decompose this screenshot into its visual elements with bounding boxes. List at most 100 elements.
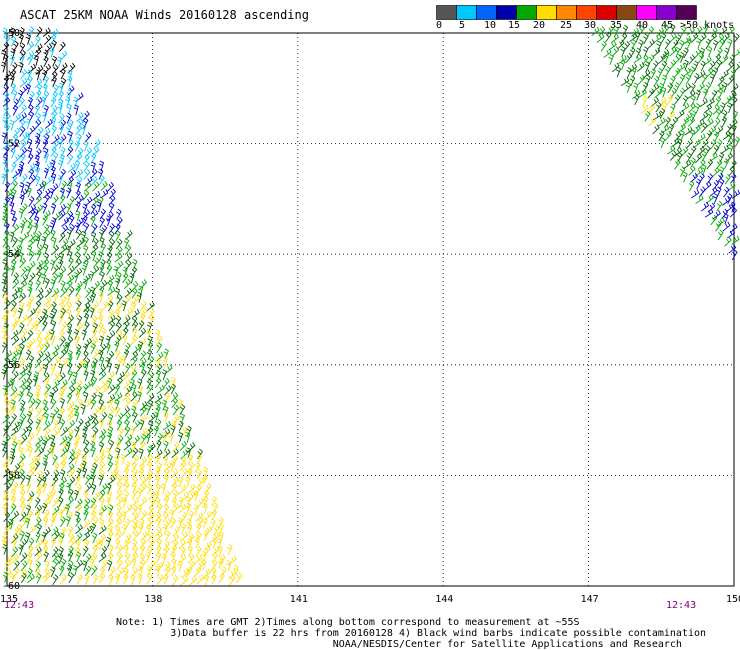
wind-barb	[50, 301, 57, 313]
wind-barb	[27, 391, 34, 403]
wind-barb	[43, 188, 51, 199]
wind-barb	[155, 335, 163, 346]
wind-barb	[163, 495, 170, 507]
wind-barb	[709, 139, 717, 150]
wind-barb	[83, 391, 89, 403]
wind-barb	[35, 567, 41, 579]
wind-barb	[201, 559, 207, 571]
wind-barb	[83, 539, 90, 551]
wind-barb	[122, 315, 131, 325]
wind-barb	[59, 435, 68, 446]
wind-barb	[2, 446, 8, 458]
wind-barb	[75, 201, 81, 213]
wind-barb	[34, 516, 42, 528]
wind-barb	[114, 538, 121, 550]
wind-barb	[10, 147, 16, 159]
wind-barb	[105, 342, 111, 354]
wind-barb	[140, 369, 147, 380]
wind-barb	[727, 25, 735, 36]
wind-barb	[66, 328, 73, 340]
wind-barb	[28, 398, 36, 409]
wind-barb	[153, 411, 159, 423]
wind-barb	[42, 454, 49, 466]
wind-barb	[68, 572, 75, 584]
wind-barb	[75, 152, 83, 163]
wind-barb	[717, 87, 724, 99]
wind-barb	[186, 425, 192, 437]
wind-barb	[76, 133, 82, 145]
wind-barb	[69, 223, 76, 235]
wind-barb	[36, 259, 44, 270]
wind-barb	[1, 532, 8, 544]
wind-barb	[4, 350, 13, 360]
wind-barb	[146, 565, 153, 577]
wind-barb	[139, 476, 147, 487]
wind-barb	[58, 124, 64, 136]
wind-barb	[13, 113, 22, 124]
wind-barb	[26, 568, 33, 579]
wind-barb	[0, 61, 7, 73]
wind-barb	[2, 153, 9, 165]
wind-barb	[116, 552, 123, 563]
wind-barb	[116, 559, 123, 570]
wind-barb	[669, 32, 677, 43]
wind-barb	[27, 75, 33, 87]
wind-barb	[161, 553, 167, 565]
wind-barb	[211, 537, 217, 549]
wind-barb	[106, 559, 113, 571]
wind-barb	[41, 476, 47, 488]
wind-barb	[10, 386, 18, 397]
wind-barb	[44, 133, 50, 145]
wind-barb	[2, 116, 8, 128]
wind-barb	[42, 421, 51, 431]
wind-barb	[114, 287, 121, 299]
wind-barb	[18, 62, 24, 73]
wind-barb	[679, 39, 685, 51]
wind-barb	[122, 272, 129, 284]
wind-barb	[164, 530, 171, 542]
wind-barb	[658, 130, 665, 142]
wind-barb	[139, 400, 148, 411]
wind-barb	[178, 484, 187, 495]
wind-barb	[12, 168, 21, 179]
wind-barb	[99, 236, 105, 248]
wind-barb	[74, 474, 81, 486]
wind-barb	[3, 462, 9, 474]
wind-barb	[19, 140, 27, 151]
wind-barb	[83, 313, 90, 325]
wind-barb	[4, 555, 13, 565]
wind-barb	[82, 560, 88, 572]
wind-barb	[131, 447, 139, 459]
wind-barb	[155, 483, 162, 495]
wind-barb	[679, 166, 686, 177]
wind-barb	[179, 404, 186, 415]
wind-barb	[75, 210, 81, 222]
wind-barb	[67, 419, 76, 430]
wind-barb	[114, 252, 123, 263]
wind-barb	[29, 208, 36, 220]
wind-barb	[638, 88, 647, 98]
wind-barb	[1, 440, 7, 452]
wind-barb	[662, 101, 668, 113]
wind-barb	[60, 459, 67, 471]
wind-barb	[66, 412, 74, 422]
wind-barb	[74, 189, 81, 201]
wind-barb	[84, 132, 92, 143]
wind-barb	[123, 440, 132, 451]
wind-barb	[130, 335, 138, 346]
wind-barb	[131, 476, 139, 487]
wind-barb	[58, 203, 67, 214]
wind-barb	[136, 291, 142, 303]
wind-barb	[145, 329, 152, 341]
wind-barb	[145, 404, 151, 416]
wind-barb	[194, 537, 200, 549]
wind-barb	[89, 286, 96, 298]
wind-barb	[50, 334, 56, 346]
wind-barb	[18, 391, 24, 402]
wind-barb	[178, 420, 184, 432]
wind-barb	[19, 152, 26, 164]
wind-barb	[730, 83, 739, 93]
wind-barb	[43, 551, 49, 563]
wind-barb	[67, 468, 76, 479]
wind-barb	[688, 180, 695, 192]
